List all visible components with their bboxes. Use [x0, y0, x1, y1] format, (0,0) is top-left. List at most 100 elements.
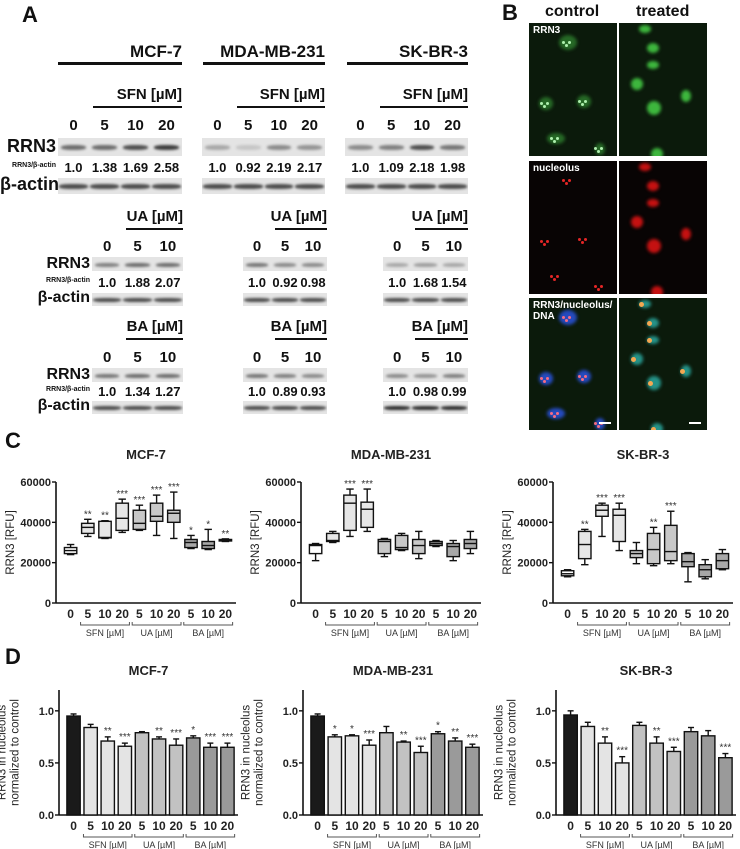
ratio-value: 0.98	[300, 275, 326, 290]
beta-actin-band	[123, 298, 152, 302]
dose-label: 5	[421, 238, 430, 255]
column-header-control: control	[545, 3, 600, 20]
x-tick-label: 20	[464, 607, 478, 621]
bar-item	[327, 734, 343, 816]
ratio-value: 1.0	[98, 384, 117, 399]
rrn3-band	[414, 262, 437, 267]
significance-marker: ***	[467, 733, 479, 744]
box-plot-item	[80, 518, 95, 538]
dose-label: 20	[301, 117, 318, 134]
significance-marker: ***	[613, 493, 625, 504]
nucleolus-spot	[578, 99, 581, 103]
nucleolus-spot	[578, 374, 581, 378]
rrn3-band	[95, 373, 120, 378]
x-tick-label: 20	[616, 819, 630, 833]
bar-item	[700, 729, 716, 816]
group-bracket	[327, 834, 377, 838]
treatment-underline	[275, 228, 327, 230]
x-tick-label: 20	[719, 819, 733, 833]
x-tick-label: 5	[633, 607, 640, 621]
significance-marker: ***	[205, 732, 217, 743]
nucleolus-spot	[568, 178, 571, 182]
nucleolus-spot	[543, 104, 546, 108]
micrograph-merge-treated	[619, 298, 707, 430]
treatment-underline	[415, 228, 468, 230]
column-header-treated: treated	[636, 3, 690, 20]
group-label: UA [µM]	[143, 840, 175, 849]
cell-line-title: MCF-7	[130, 42, 182, 61]
significance-marker: *	[333, 724, 337, 735]
bar-item	[344, 734, 360, 816]
nucleolus-spot	[581, 240, 584, 244]
x-tick-label: 10	[650, 819, 664, 833]
x-tick-label: 20	[169, 819, 183, 833]
nucleolus-spot	[550, 274, 553, 278]
x-tick-label: 0	[564, 607, 571, 621]
nucleolus-spot	[594, 422, 597, 425]
significance-marker: ***	[668, 736, 680, 747]
significance-marker: *	[191, 725, 195, 736]
bar-item	[717, 752, 733, 816]
dose-label: 10	[445, 238, 463, 255]
bar-item	[430, 730, 446, 816]
beta-actin-band	[440, 298, 467, 302]
ratio-value: 1.0	[208, 160, 227, 175]
beta-actin-blot-strip	[92, 293, 183, 306]
bar-item	[683, 726, 699, 816]
rrn3-band	[125, 373, 150, 378]
micrograph-channel-label: RRN3	[533, 25, 560, 36]
significance-marker: **	[222, 529, 230, 540]
beta-actin-band	[90, 184, 119, 189]
rrn3-band	[123, 145, 148, 151]
treatment-label: SFN [µM]	[402, 86, 468, 103]
micrograph-channel-label: RRN3/nucleolus/DNA	[533, 300, 612, 322]
group-label: SFN [µM]	[586, 840, 624, 849]
bar-item	[563, 710, 579, 816]
nucleolus-spot	[546, 239, 549, 243]
box-plot-item	[325, 530, 340, 544]
beta-actin-band	[272, 406, 298, 410]
beta-actin-band	[244, 298, 270, 302]
dose-label: 5	[280, 349, 290, 366]
rrn3-band	[154, 145, 179, 151]
box-plot-item	[681, 551, 695, 583]
x-tick-label: 20	[466, 819, 480, 833]
bar-item	[310, 713, 326, 816]
treatment-label: UA [µM]	[270, 208, 327, 225]
significance-marker: *	[189, 525, 193, 536]
significance-marker: ***	[168, 482, 180, 493]
nucleolus-spot	[553, 139, 556, 143]
cell-nucleus	[647, 318, 659, 328]
ratio-value: 0.92	[272, 275, 298, 290]
nucleolus-spot	[565, 318, 568, 322]
rrn3-band	[266, 145, 292, 151]
x-tick-label: 10	[101, 819, 115, 833]
beta-actin-band	[59, 184, 88, 189]
cell-nucleus	[647, 376, 661, 390]
nucleolus-spot	[553, 414, 556, 418]
ratio-value: 2.17	[296, 160, 323, 175]
box-plot-item	[715, 548, 730, 571]
treatment-label: BA [µM]	[411, 318, 468, 335]
significance-marker: **	[400, 730, 408, 741]
rrn3-blot-strip	[383, 368, 468, 382]
group-label: BA [µM]	[439, 840, 471, 849]
nucleolus-spot	[584, 99, 587, 103]
ratio-value: 1.54	[441, 275, 467, 290]
nucleolus-spot	[597, 150, 600, 153]
beta-actin-band	[153, 406, 182, 410]
row-label-rrn3: RRN3	[6, 136, 56, 156]
x-tick-label: 5	[329, 607, 336, 621]
treatment-label: SFN [µM]	[259, 86, 325, 103]
cell-nucleus	[651, 286, 663, 294]
cell-nucleus	[631, 78, 643, 90]
ratio-value: 0.92	[235, 160, 261, 175]
y-tick-label: 0.5	[283, 758, 298, 770]
rrn3-band	[297, 145, 322, 151]
rrn3-band	[235, 145, 261, 151]
rrn3-band	[92, 145, 117, 151]
y-tick-label: 1.0	[283, 706, 298, 718]
treatment-label: BA [µM]	[126, 318, 183, 335]
y-tick-label: 40000	[265, 517, 296, 529]
dose-label: 0	[252, 349, 262, 366]
